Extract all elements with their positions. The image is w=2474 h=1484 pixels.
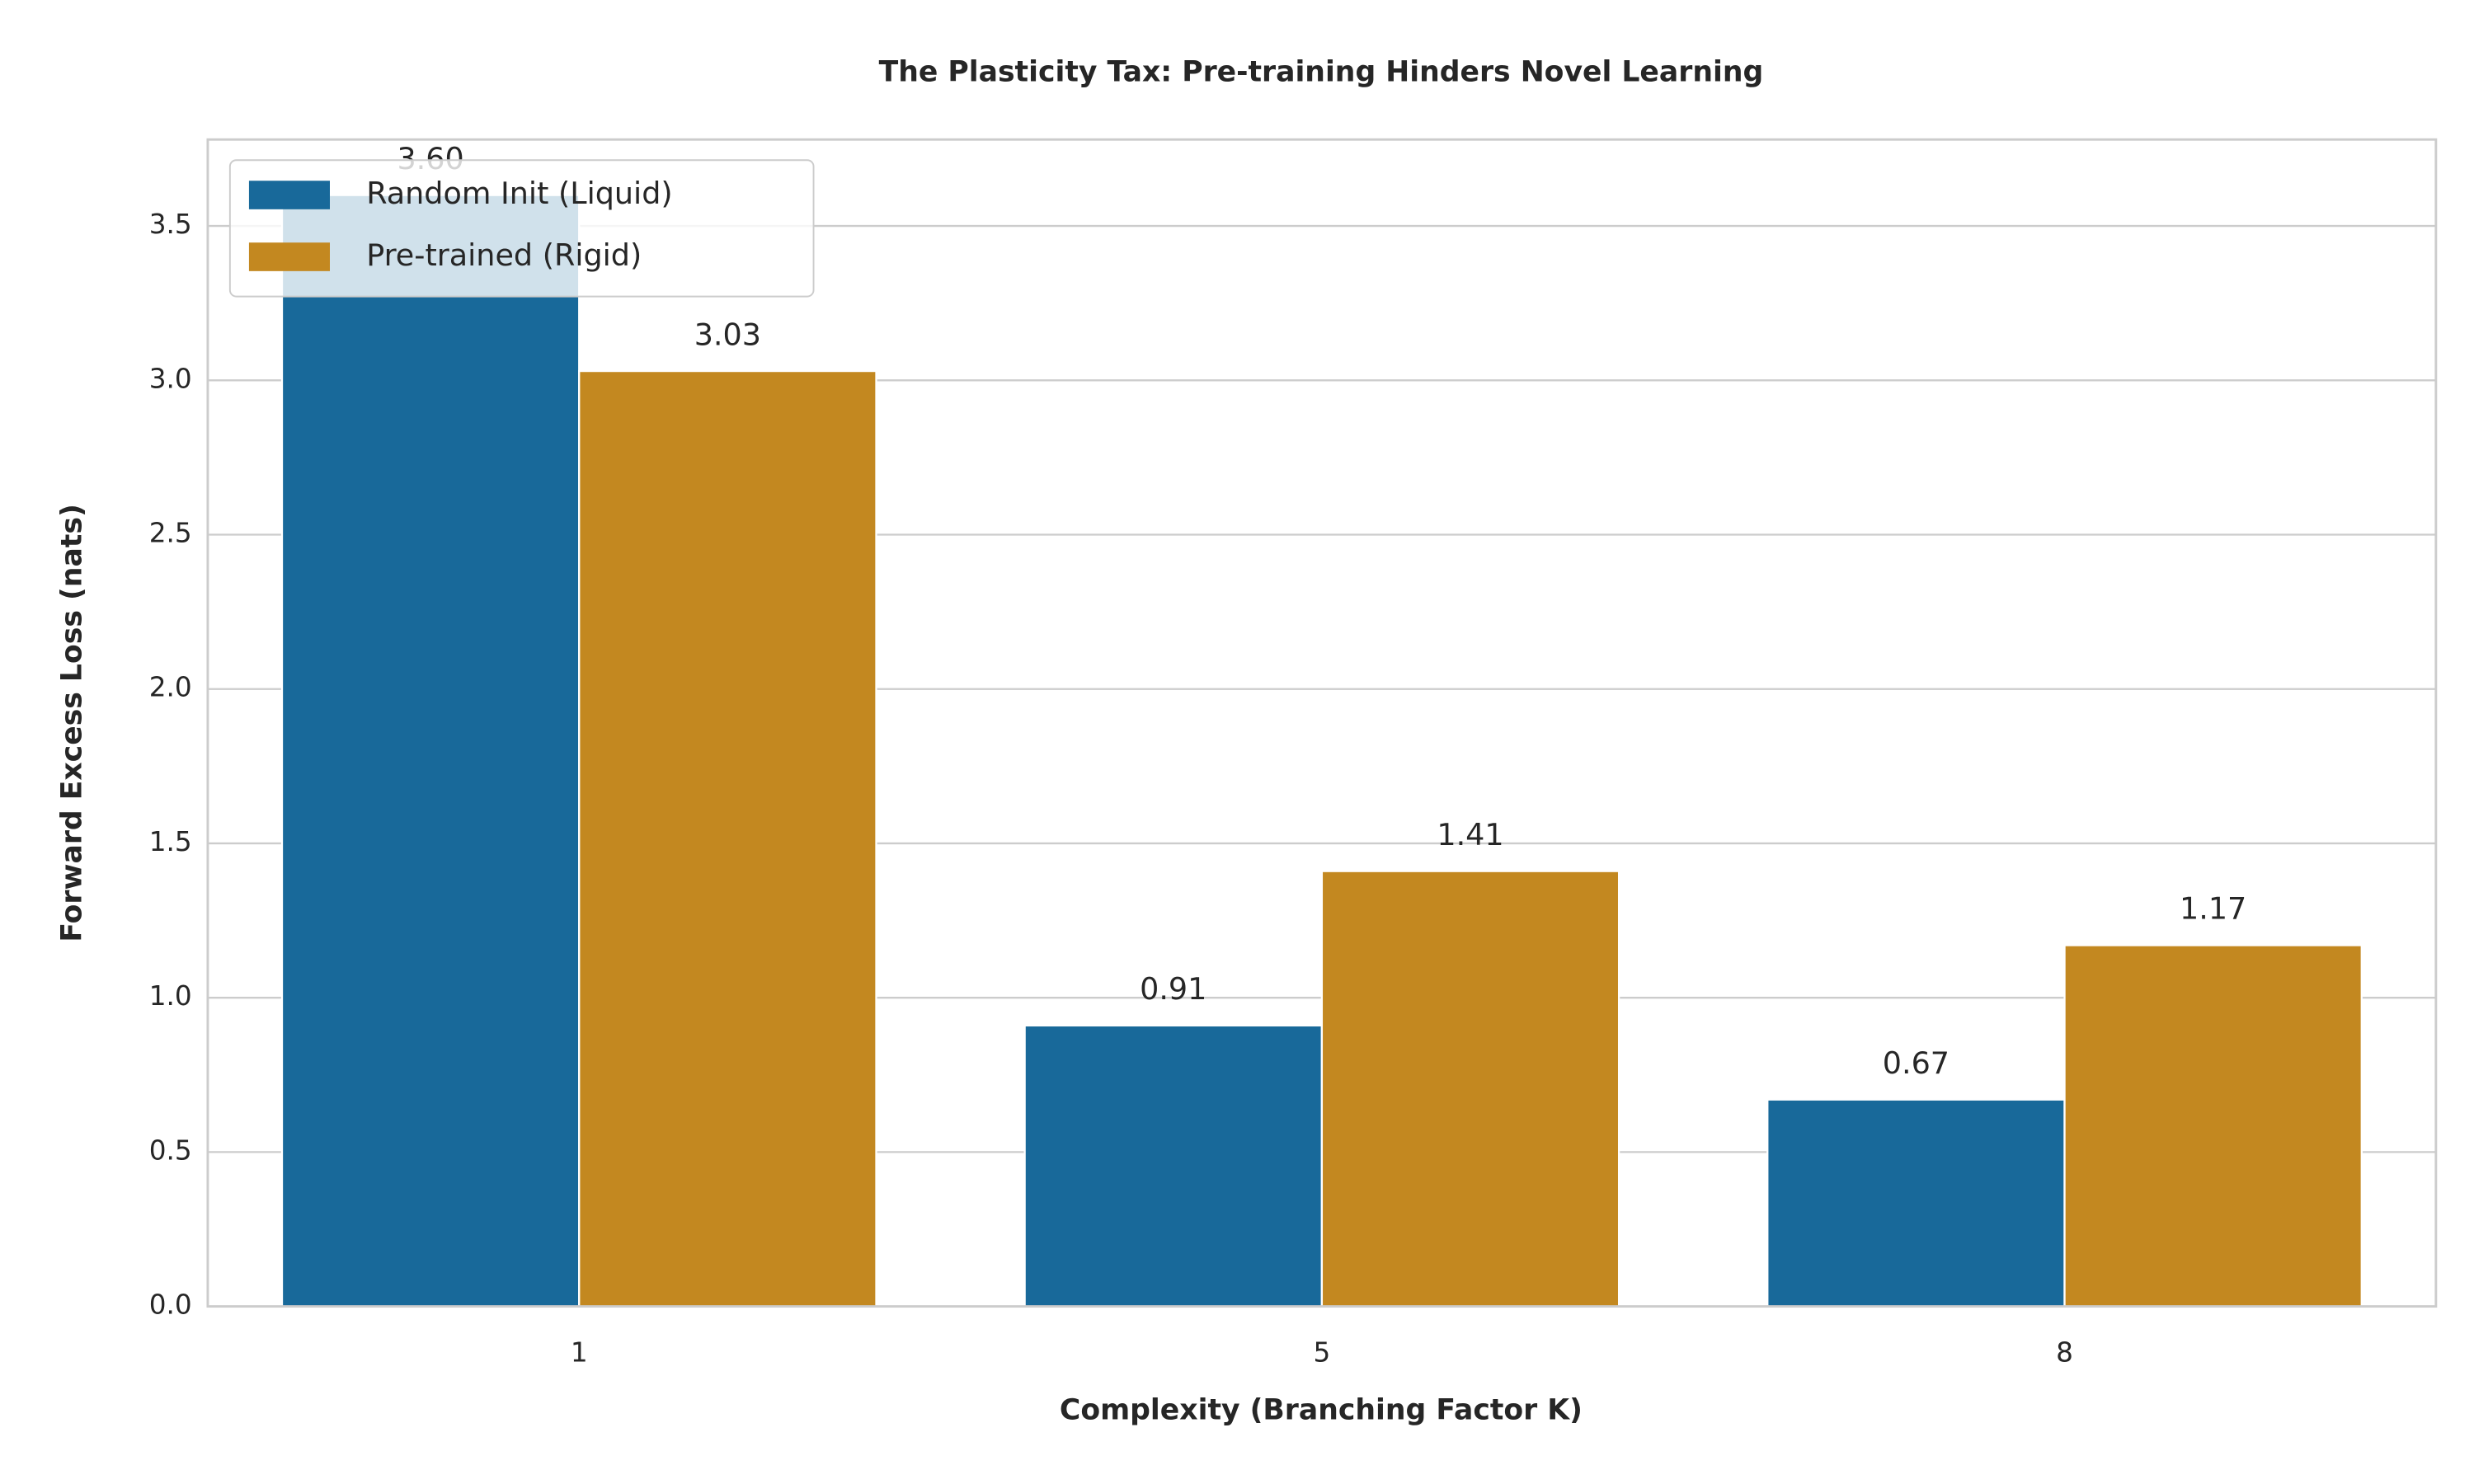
x-tick-label: 5 xyxy=(1313,1336,1330,1368)
legend-label: Pre-trained (Rigid) xyxy=(366,237,642,273)
data-label: 1.17 xyxy=(2180,891,2246,927)
bar xyxy=(1766,1098,2066,1308)
bar xyxy=(1023,1024,1324,1308)
bar xyxy=(280,194,581,1308)
x-axis-label: Complexity (Branching Factor K) xyxy=(1060,1394,1583,1427)
legend: Random Init (Liquid) Pre-trained (Rigid) xyxy=(228,159,815,298)
y-tick-label: 3.0 xyxy=(149,363,192,394)
legend-swatch xyxy=(248,242,330,271)
y-tick-label: 1.5 xyxy=(149,826,192,857)
y-tick-label: 2.5 xyxy=(149,518,192,549)
data-label: 3.03 xyxy=(694,317,761,352)
bar xyxy=(2063,944,2363,1308)
legend-swatch xyxy=(248,181,330,209)
y-tick-label: 0.5 xyxy=(149,1134,192,1166)
data-label: 1.41 xyxy=(1437,817,1503,852)
data-label: 0.67 xyxy=(1883,1045,1950,1081)
legend-label: Random Init (Liquid) xyxy=(366,176,672,211)
y-tick-label: 0.0 xyxy=(149,1289,192,1321)
bar xyxy=(1320,870,1620,1308)
y-tick-label: 1.0 xyxy=(149,980,192,1012)
y-tick-label: 2.0 xyxy=(149,672,192,703)
plot-frame xyxy=(206,138,2438,1308)
chart-title: The Plasticity Tax: Pre-training Hinders… xyxy=(879,55,1764,88)
y-tick-label: 3.5 xyxy=(149,209,192,240)
x-tick-label: 8 xyxy=(2056,1336,2073,1368)
y-axis-label: Forward Excess Loss (nats) xyxy=(55,504,88,942)
x-tick-label: 1 xyxy=(571,1336,588,1368)
data-label: 0.91 xyxy=(1140,971,1206,1007)
legend-box xyxy=(228,159,815,298)
bar xyxy=(578,369,877,1308)
